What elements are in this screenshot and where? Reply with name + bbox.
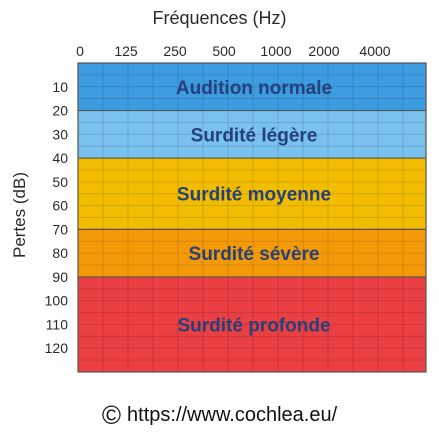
y-tick-label: 60 — [52, 198, 68, 214]
x-tick-label: 250 — [163, 43, 187, 59]
band-surdité-sévère — [78, 229, 426, 277]
y-tick-label: 80 — [52, 245, 68, 261]
y-tick-label: 50 — [52, 174, 68, 190]
copyright-notice: © https://www.cochlea.eu/ — [0, 400, 439, 431]
band-surdité-légère — [78, 110, 426, 159]
x-tick-label: 2000 — [308, 43, 339, 59]
y-tick-label: 10 — [52, 79, 68, 95]
y-tick-label: 120 — [45, 340, 69, 356]
y-tick-label: 20 — [52, 103, 68, 119]
band-surdité-moyenne — [78, 158, 426, 230]
band-label: Surdité sévère — [189, 244, 320, 265]
copyright-symbol: © — [101, 400, 122, 430]
x-tick-label: 500 — [212, 43, 236, 59]
y-tick-label: 40 — [52, 150, 68, 166]
y-tick-label: 100 — [45, 293, 69, 309]
y-tick-label: 70 — [52, 221, 68, 237]
y-tick-label: 90 — [52, 269, 68, 285]
y-tick-label: 110 — [46, 316, 69, 332]
y-tick-label: 30 — [52, 126, 68, 142]
band-label: Audition normale — [176, 78, 332, 99]
copyright-url: https://www.cochlea.eu/ — [127, 404, 338, 426]
x-axis-title: Fréquences (Hz) — [152, 8, 287, 28]
plot-border — [77, 62, 427, 373]
x-tick-label: 0 — [76, 43, 84, 59]
band-label: Surdité moyenne — [177, 185, 331, 206]
band-label: Surdité légère — [191, 125, 318, 146]
band-label: Surdité profonde — [177, 315, 330, 336]
x-tick-label: 1000 — [260, 43, 291, 59]
band-surdité-profonde — [78, 276, 426, 372]
x-tick-label: 4000 — [359, 43, 390, 59]
band-audition-normale — [78, 63, 426, 111]
x-tick-label: 125 — [114, 43, 138, 59]
